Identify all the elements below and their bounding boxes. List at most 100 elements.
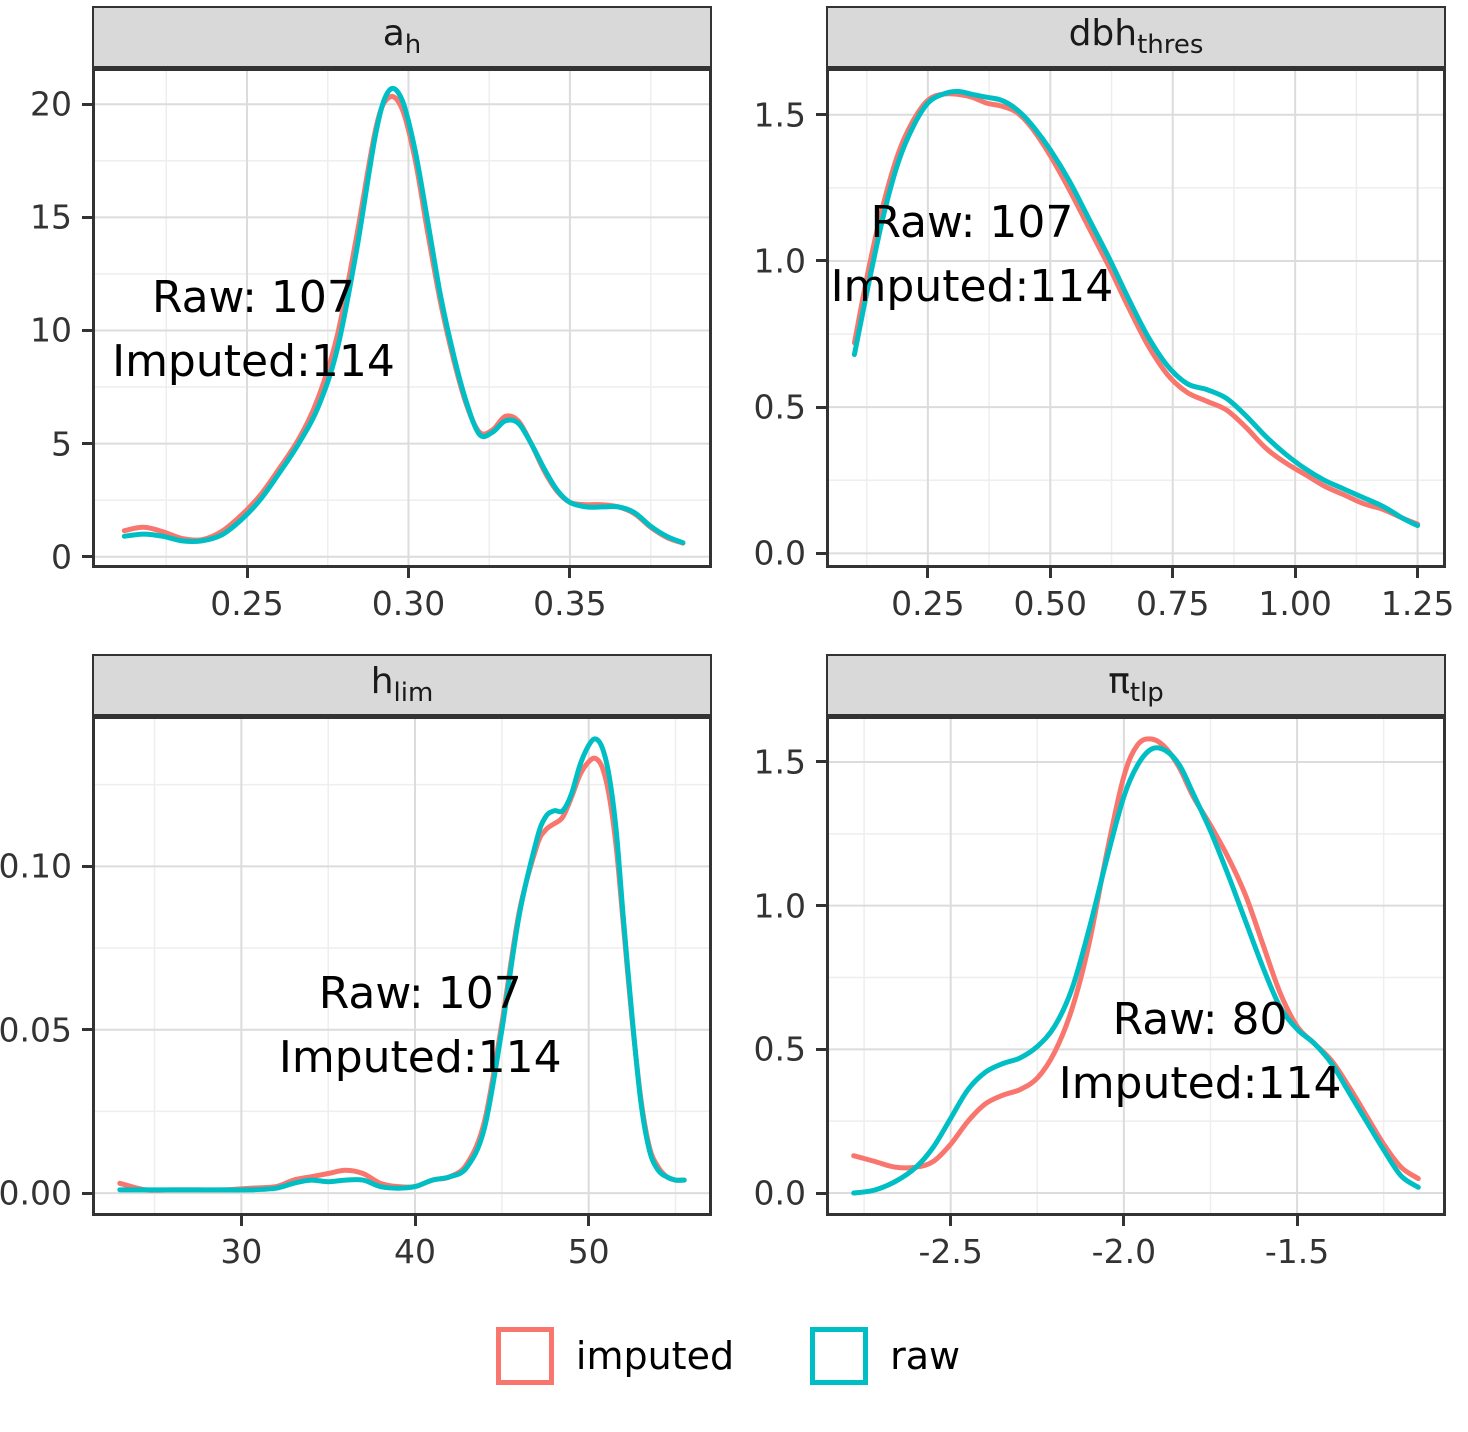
y-tick-mark — [816, 1191, 826, 1195]
y-tick-label: 0.0 — [753, 1173, 806, 1213]
annotation: Raw: 107 Imputed:114 — [279, 963, 562, 1091]
y-tick-label: 0.00 — [0, 1173, 72, 1213]
legend-label-raw: raw — [890, 1334, 961, 1378]
annotation-line: Imputed:114 — [830, 261, 1114, 313]
x-tick-label: 0.25 — [891, 584, 965, 623]
x-axis: 0.25 0.50 0.75 1.00 1.25 — [826, 568, 1454, 626]
panel-border — [92, 716, 712, 1216]
x-tick-mark — [1293, 568, 1297, 578]
x-tick-mark — [406, 568, 410, 578]
density-plot — [826, 716, 1446, 1216]
annotation-line: Imputed:114 — [278, 1032, 562, 1084]
x-tick-mark — [1171, 568, 1175, 578]
y-tick-label: 15 — [30, 197, 72, 237]
y-tick-mark — [82, 1191, 92, 1195]
legend-label-imputed: imputed — [575, 1334, 735, 1378]
panel-border — [826, 68, 1446, 568]
y-tick-label: 5 — [51, 424, 72, 464]
y-axis: 0.0 0.5 1.0 1.5 — [740, 68, 826, 573]
x-tick-mark — [1295, 1216, 1299, 1226]
density-curve-raw — [851, 745, 1421, 1196]
plot-panel: Raw: 107 Imputed:114 — [92, 68, 712, 568]
x-axis: -2.5 -2.0 -1.5 — [826, 1216, 1446, 1274]
x-axis: 0.25 0.30 0.35 — [92, 568, 712, 626]
annotation: Raw: 107 Imputed:114 — [831, 191, 1114, 319]
annotation-line: Imputed:114 — [112, 336, 395, 388]
y-tick-label: 0.5 — [753, 387, 806, 427]
x-tick-label: -2.5 — [918, 1232, 983, 1271]
density-plot — [92, 716, 712, 1216]
x-tick-label: 0.50 — [1013, 584, 1088, 623]
x-tick-mark — [587, 1216, 591, 1226]
panel-border — [92, 68, 712, 568]
x-tick-label: 0.25 — [210, 584, 284, 623]
y-tick-label: 0.0 — [753, 533, 806, 573]
legend-item-raw: raw — [810, 1327, 960, 1385]
plot-panel: Raw: 107 Imputed:114 — [92, 716, 712, 1216]
facet-strip-a-h: ah — [92, 6, 712, 68]
x-axis: 30 40 50 — [92, 1216, 712, 1274]
y-tick-label: 1.0 — [753, 241, 806, 281]
density-curve-raw — [851, 88, 1421, 529]
facet-strip-h-lim: hlim — [92, 654, 712, 716]
y-tick-mark — [816, 551, 826, 555]
x-tick-label: 40 — [394, 1232, 437, 1271]
facet-title: dbhthres — [1068, 13, 1204, 61]
facet-title: ah — [382, 13, 422, 61]
annotation: Raw: 107 Imputed:114 — [112, 267, 395, 395]
facet-h-lim: hlim 0.00 0.05 0.10 Raw: 107 Imputed:114 3… — [0, 654, 712, 1274]
x-tick-label: 0.30 — [371, 584, 446, 623]
x-tick-mark — [245, 568, 249, 578]
annotation-line: Raw: 107 — [151, 272, 355, 324]
x-tick-label: -2.0 — [1091, 1232, 1157, 1271]
facet-strip-pi-tlp: πtlp — [826, 654, 1446, 716]
y-tick-mark — [816, 904, 826, 908]
plot-panel: Raw: 107 Imputed:114 — [826, 68, 1446, 568]
x-tick-mark — [1122, 1216, 1126, 1226]
facet-pi-tlp: πtlp 0.0 0.5 1.0 1.5 Raw: 80 Imputed:114 -2… — [740, 654, 1446, 1274]
annotation-line: Raw: 80 — [1112, 994, 1288, 1046]
x-tick-label: 30 — [220, 1232, 263, 1271]
facet-grid: ah 0 5 10 15 20 Raw: 107 Imputed:114 0.25 0.3… — [0, 6, 1454, 1274]
legend-key-raw-icon — [810, 1327, 869, 1385]
facet-title: hlim — [370, 661, 434, 709]
legend: imputed raw — [6, 1318, 1450, 1394]
y-tick-label: 0.5 — [753, 1029, 806, 1069]
facet-title: πtlp — [1108, 661, 1164, 709]
x-tick-label: 1.00 — [1258, 584, 1332, 623]
y-tick-mark — [82, 555, 92, 559]
plot-panel: Raw: 80 Imputed:114 — [826, 716, 1446, 1216]
x-tick-mark — [949, 1216, 953, 1226]
facet-dbh-thres: dbhthres 0.0 0.5 1.0 1.5 Raw: 107 Imputed:1… — [740, 6, 1454, 626]
panel-border — [826, 716, 1446, 1216]
x-tick-label: -1.5 — [1264, 1232, 1330, 1271]
x-tick-mark — [926, 568, 930, 578]
figure: ah 0 5 10 15 20 Raw: 107 Imputed:114 0.25 0.3… — [0, 6, 1454, 1394]
annotation-line: Raw: 107 — [870, 197, 1074, 249]
x-tick-mark — [239, 1216, 243, 1226]
annotation: Raw: 80 Imputed:114 — [1059, 988, 1342, 1116]
x-tick-label: 1.25 — [1380, 584, 1455, 623]
y-tick-mark — [82, 864, 92, 868]
density-curve-raw — [117, 736, 687, 1193]
y-axis: 0.0 0.5 1.0 1.5 — [740, 716, 826, 1216]
y-tick-mark — [82, 1028, 92, 1032]
x-tick-mark — [1416, 568, 1420, 578]
y-tick-mark — [82, 328, 92, 332]
y-axis: 0.00 0.05 0.10 — [0, 716, 92, 1216]
y-tick-label: 20 — [30, 84, 72, 124]
y-tick-label: 0.05 — [0, 1010, 72, 1050]
x-tick-label: 0.75 — [1135, 584, 1210, 623]
y-axis: 0 5 10 15 20 — [6, 68, 92, 576]
y-tick-label: 1.0 — [753, 886, 806, 926]
y-tick-mark — [816, 113, 826, 117]
density-plot — [92, 68, 712, 568]
y-tick-label: 1.5 — [753, 95, 806, 135]
y-tick-label: 0.10 — [0, 846, 72, 886]
x-tick-label: 50 — [567, 1232, 610, 1271]
x-tick-mark — [413, 1216, 417, 1226]
x-tick-mark — [568, 568, 572, 578]
density-curve-raw — [121, 85, 686, 546]
y-tick-label: 0 — [51, 537, 72, 577]
y-tick-mark — [82, 215, 92, 219]
